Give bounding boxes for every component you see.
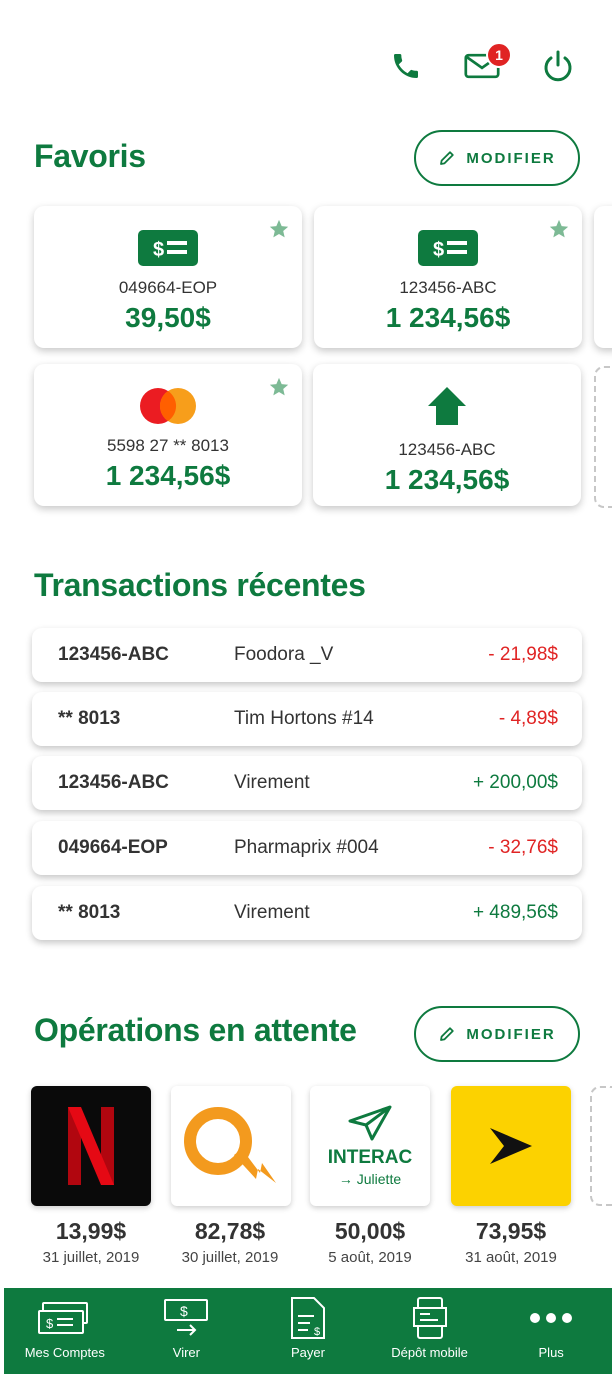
modify-label: MODIFIER: [466, 149, 556, 167]
netflix-logo: [68, 1107, 114, 1185]
add-operation-placeholder[interactable]: [590, 1086, 612, 1206]
transaction-amount: - 4,89$: [498, 708, 558, 729]
nav-label: Payer: [291, 1345, 325, 1360]
pending-operation-netflix[interactable]: [31, 1086, 151, 1206]
pending-operation-hydro-quebec[interactable]: [171, 1086, 291, 1206]
pending-date: 31 août, 2019: [465, 1249, 557, 1266]
message-count-badge: 1: [486, 42, 512, 68]
favorite-account: 123456-ABC: [398, 440, 496, 459]
transaction-amount: + 200,00$: [472, 772, 558, 793]
transaction-amount: - 32,76$: [488, 837, 558, 858]
transaction-account: 123456-ABC: [58, 644, 169, 665]
pencil-icon: [440, 151, 455, 165]
nav-item-pay[interactable]: $ Payer: [253, 1297, 363, 1360]
transaction-description: Pharmaprix #004: [234, 837, 379, 858]
star-icon[interactable]: [268, 218, 290, 245]
pending-amount: 82,78$: [194, 1218, 266, 1244]
favorites-modify-button[interactable]: MODIFIER: [414, 130, 580, 186]
svg-text:$: $: [433, 239, 444, 261]
favorite-card[interactable]: $ 049664-EOP 39,50$: [34, 206, 302, 348]
transaction-row[interactable]: 123456-ABC Virement + 200,00$: [32, 756, 582, 810]
interac-label: INTERAC: [327, 1147, 413, 1168]
favorite-amount: 39,50$: [125, 302, 211, 333]
messages-button[interactable]: 1: [464, 42, 512, 84]
nav-label: Plus: [538, 1345, 564, 1360]
house-icon: [426, 384, 468, 428]
transaction-row[interactable]: 049664-EOP Pharmaprix #004 - 32,76$: [32, 821, 582, 875]
pending-operation-interac[interactable]: INTERAC → Juliette: [310, 1086, 430, 1206]
transaction-account: ** 8013: [58, 902, 121, 923]
header-actions: 1: [388, 42, 576, 84]
transaction-account: ** 8013: [58, 708, 121, 729]
favorite-card[interactable]: 123456-ABC 1 234,56$: [313, 364, 581, 506]
transaction-row[interactable]: ** 8013 Tim Hortons #14 - 4,89$: [32, 692, 582, 746]
cash-icon: $: [138, 228, 198, 268]
videotron-logo: [490, 1128, 532, 1164]
transactions-title: Transactions récentes: [34, 567, 366, 603]
nav-label: Dépôt mobile: [391, 1345, 468, 1360]
favorite-account: 5598 27 ** 8013: [107, 436, 229, 455]
transaction-description: Foodora _V: [234, 644, 334, 665]
nav-item-accounts[interactable]: $ Mes Comptes: [10, 1297, 120, 1360]
transaction-description: Tim Hortons #14: [234, 708, 374, 729]
svg-text:$: $: [153, 239, 164, 261]
power-icon: [544, 50, 572, 82]
favorites-title: Favoris: [34, 138, 146, 174]
favorite-account: 123456-ABC: [399, 278, 497, 297]
transaction-row[interactable]: 123456-ABC Foodora _V - 21,98$: [32, 628, 582, 682]
favorite-amount: 1 234,56$: [384, 464, 510, 495]
transaction-row[interactable]: ** 8013 Virement + 489,56$: [32, 886, 582, 940]
pending-date: 5 août, 2019: [328, 1249, 412, 1266]
pending-amount: 13,99$: [55, 1218, 127, 1244]
nav-label: Virer: [172, 1345, 200, 1360]
transaction-amount: - 21,98$: [488, 644, 558, 665]
mastercard-icon: [137, 386, 199, 426]
add-favorite-placeholder[interactable]: [594, 366, 612, 508]
favorite-amount: 1 234,56$: [105, 460, 231, 491]
transaction-account: 049664-EOP: [58, 837, 168, 858]
pending-operation-videotron[interactable]: [451, 1086, 571, 1206]
pending-date: 31 juillet, 2019: [42, 1249, 140, 1266]
pay-icon: $: [290, 1297, 325, 1339]
cash-icon: $: [418, 228, 478, 268]
interac-recipient: → Juliette: [338, 1171, 402, 1187]
pencil-icon: [440, 1027, 455, 1041]
hydro-quebec-logo: [184, 1107, 276, 1183]
star-icon[interactable]: [268, 376, 290, 403]
favorite-card-peek[interactable]: [594, 206, 612, 348]
mobile-deposit-icon: [412, 1297, 447, 1339]
bottom-navigation: $ Mes Comptes $ Virer $: [4, 1288, 612, 1374]
accounts-icon: $: [37, 1302, 88, 1334]
send-icon: [348, 1105, 392, 1141]
phone-button[interactable]: [388, 48, 424, 84]
logout-button[interactable]: [540, 48, 576, 84]
svg-text:$: $: [180, 1303, 188, 1319]
pending-amount: 50,00$: [334, 1218, 406, 1244]
transaction-account: 123456-ABC: [58, 772, 169, 793]
nav-item-mobile-deposit[interactable]: Dépôt mobile: [375, 1297, 485, 1360]
nav-item-more[interactable]: Plus: [496, 1297, 606, 1360]
pending-title: Opérations en attente: [34, 1012, 357, 1048]
pending-date: 30 juillet, 2019: [181, 1249, 279, 1266]
star-icon[interactable]: [548, 218, 570, 245]
nav-item-transfer[interactable]: $ Virer: [131, 1297, 241, 1360]
favorite-card[interactable]: 5598 27 ** 8013 1 234,56$: [34, 364, 302, 506]
phone-icon: [394, 54, 418, 78]
transaction-description: Virement: [234, 772, 310, 793]
nav-label: Mes Comptes: [24, 1345, 105, 1360]
more-icon: [530, 1313, 573, 1323]
favorite-card[interactable]: $ 123456-ABC 1 234,56$: [314, 206, 582, 348]
transaction-amount: + 489,56$: [472, 902, 558, 923]
modify-label: MODIFIER: [466, 1025, 556, 1043]
transaction-description: Virement: [234, 902, 310, 923]
pending-amount: 73,95$: [475, 1218, 547, 1244]
pending-modify-button[interactable]: MODIFIER: [414, 1006, 580, 1062]
svg-text:$: $: [314, 1326, 320, 1338]
transfer-icon: $: [164, 1299, 209, 1336]
svg-text:$: $: [46, 1316, 54, 1331]
favorite-amount: 1 234,56$: [385, 302, 511, 333]
favorite-account: 049664-EOP: [118, 278, 218, 297]
